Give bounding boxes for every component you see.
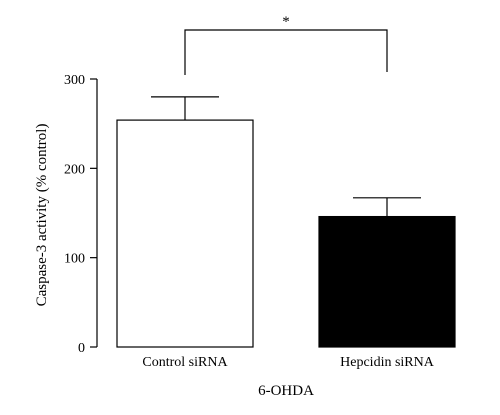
y-tick-label: 0 — [78, 341, 85, 356]
x-axis: Control siRNA Hepcidin siRNA — [142, 355, 434, 370]
x-tick-label: Hepcidin siRNA — [340, 355, 435, 370]
x-tick-label: Control siRNA — [142, 355, 228, 370]
y-tick-label: 200 — [64, 162, 85, 177]
error-bars-group — [151, 96, 421, 217]
bar-hepcidin-sirna — [318, 215, 456, 348]
x-axis-title: 6-OHDA — [258, 383, 314, 399]
bar-control-sirna — [116, 119, 254, 348]
y-tick-label: 100 — [64, 252, 85, 267]
significance-label: * — [282, 14, 290, 30]
bars-group — [116, 119, 456, 348]
significance-bracket-line — [184, 29, 388, 75]
significance-bracket: * — [184, 14, 388, 75]
y-axis-title: Caspase-3 activity (% control) — [34, 124, 50, 307]
y-tick-label: 300 — [64, 73, 85, 88]
y-axis: 0 100 200 300 — [64, 73, 98, 356]
